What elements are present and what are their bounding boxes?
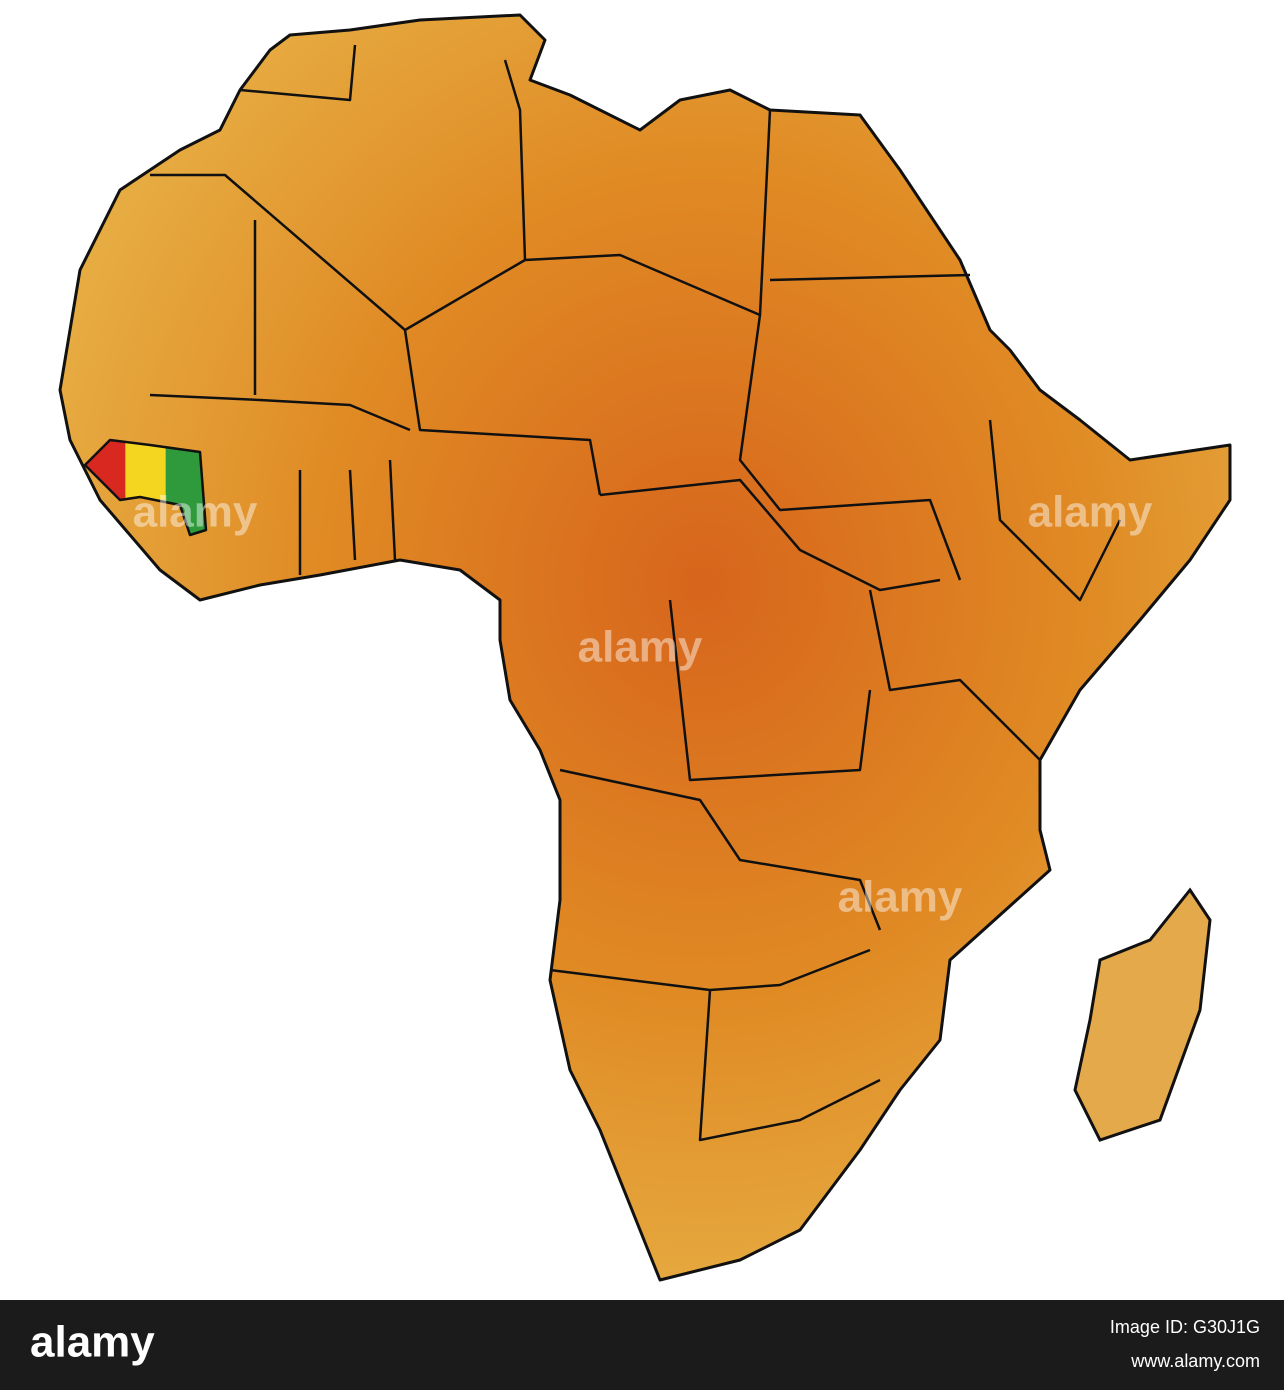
guinea-border: [83, 438, 208, 537]
watermark: alamy: [578, 623, 703, 672]
footer-bar: [0, 1300, 1284, 1390]
watermark: alamy: [1028, 488, 1153, 537]
footer-logo: alamy: [30, 1318, 155, 1367]
image-id: Image ID: G30J1G: [1110, 1317, 1260, 1337]
footer-url: www.alamy.com: [1130, 1351, 1260, 1371]
watermark: alamy: [838, 873, 963, 922]
madagascar: [1073, 887, 1212, 1142]
country-borders: [149, 44, 1122, 1142]
watermark: alamy: [133, 488, 258, 537]
